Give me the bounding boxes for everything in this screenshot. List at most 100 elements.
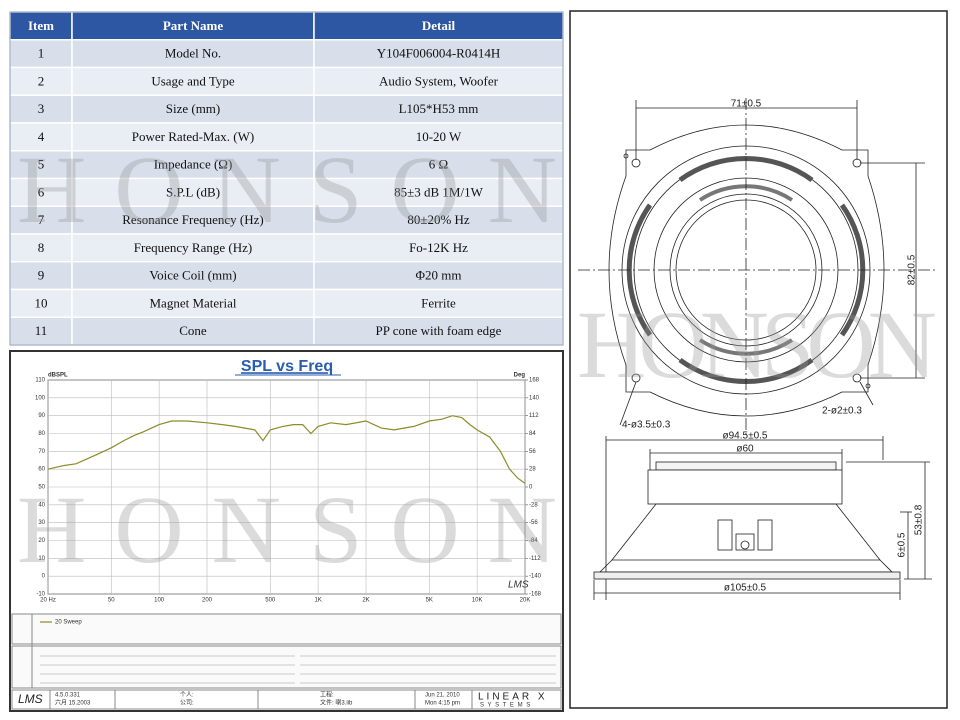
header-cell: [9, 11, 73, 41]
plot-logo: LMS: [508, 580, 529, 591]
footer-time: Mon 4:15 pm: [425, 701, 460, 707]
cell-text: Y104F006004-R0414H: [377, 46, 501, 61]
footer-strip: [11, 689, 562, 710]
y-tick-label: 100: [35, 395, 46, 401]
table-cell: [313, 233, 564, 263]
table-cell: [71, 150, 315, 180]
y-tick-label: 50: [38, 485, 45, 491]
cell-text: 3: [38, 101, 45, 116]
y2-tick-label: -56: [529, 520, 538, 526]
footer-logo: LMS: [18, 692, 43, 706]
header-cell: [313, 11, 564, 41]
cell-text: 10-20 W: [416, 129, 462, 144]
y-tick-label: 90: [38, 413, 45, 419]
cell-text: 11: [35, 323, 48, 338]
table-cell: [313, 150, 564, 180]
cell-text: 5: [38, 157, 45, 172]
cell-text: Power Rated-Max. (W): [132, 129, 254, 144]
footer-date: Jun 21, 2010: [425, 693, 460, 699]
table-cell: [313, 94, 564, 124]
y-tick-label: 70: [38, 449, 45, 455]
x-tick-label: 20K: [520, 598, 531, 604]
cell-text: Impedance (Ω): [154, 157, 233, 172]
footer-brand: LINEAR X: [478, 692, 548, 703]
y-tick-label: 30: [38, 520, 45, 526]
footer-version: 4.5.0.331: [55, 693, 81, 699]
y-tick-label: 40: [38, 502, 45, 508]
cell-text: Resonance Frequency (Hz): [122, 212, 264, 227]
table-cell: [313, 122, 564, 152]
cell-text: 9: [38, 268, 45, 283]
note-lines: [40, 655, 556, 684]
dim-flange-height: 6±0.5: [897, 532, 908, 557]
footer-file: 文件: 喇3.lib: [320, 699, 353, 707]
table-cell: [71, 177, 315, 207]
notes-panel: [11, 645, 562, 689]
dim-holes-large: 4-ø3.5±0.3: [622, 420, 671, 431]
cell-text: Size (mm): [166, 101, 221, 116]
cell-text: 7: [38, 212, 45, 227]
dim-outer-dia: ø105±0.5: [724, 583, 767, 594]
y2-tick-label: 28: [529, 467, 536, 473]
speaker-side-view: [593, 436, 932, 600]
cell-text: 80±20% Hz: [407, 212, 470, 227]
legend-panel: [11, 613, 562, 645]
dim-total-height: 53±0.8: [914, 504, 925, 535]
x-tick-label: 20 Hz: [40, 598, 56, 604]
y-tick-label: 10: [38, 556, 45, 562]
y-tick-label: 60: [38, 467, 45, 473]
y-tick-label: 110: [35, 378, 45, 384]
footer-company: 公司:: [180, 700, 194, 707]
cell-text: Audio System, Woofer: [379, 73, 499, 88]
x-tick-label: 100: [154, 598, 165, 604]
dim-height-spacing: 82±0.5: [907, 254, 918, 285]
cell-text: Magnet Material: [150, 295, 237, 310]
cell-text: PP cone with foam edge: [376, 323, 502, 338]
y-tick-label: 0: [42, 574, 46, 580]
table-cell: [71, 66, 315, 96]
x-tick-label: 500: [265, 598, 276, 604]
spl-curve: [47, 415, 526, 484]
y2-tick-label: 112: [529, 413, 539, 419]
cell-text: 10: [35, 295, 48, 310]
cell-text: 2: [38, 73, 45, 88]
y-tick-label: 80: [38, 431, 45, 437]
x-tick-label: 2K: [362, 598, 369, 604]
y2-tick-label: 0: [529, 485, 533, 491]
y2-tick-label: -28: [529, 502, 538, 508]
y2-tick-label: -140: [529, 574, 542, 580]
drawing-frame: [569, 10, 948, 709]
header-text: Part Name: [163, 18, 224, 33]
cell-text: 4: [38, 129, 45, 144]
plot: -10 0 10 20 30 40 50 60 70 80 90 100 110 -168 -140 -112…: [35, 378, 542, 604]
y-tick-label: -10: [36, 592, 45, 598]
cell-text: Fo-12K Hz: [409, 240, 468, 255]
x-tick-label: 200: [202, 598, 213, 604]
dim-holes-small: 2-ø2±0.3: [822, 406, 862, 417]
y2-tick-label: -168: [529, 592, 542, 598]
cell-text: 1: [38, 46, 45, 61]
table-cell: [9, 150, 73, 180]
footer-project: 工程:: [320, 691, 334, 699]
footer-dividers: [49, 690, 473, 709]
y-tick-label: 20: [38, 538, 45, 544]
cell-text: Model No.: [165, 46, 221, 61]
cell-text: 85±3 dB 1M/1W: [394, 184, 483, 199]
x-tick-label: 5K: [426, 598, 433, 604]
table-cell: [71, 233, 315, 263]
cell-text: Φ20 mm: [416, 268, 462, 283]
plot-panel: [12, 353, 561, 613]
watermark: HONSON: [577, 291, 937, 398]
dim-hole-spacing: 71±0.5: [731, 99, 762, 110]
speaker-top-view: [578, 98, 938, 435]
cell-text: 6: [38, 184, 45, 199]
cell-text: 8: [38, 240, 45, 255]
cell-text: S.P.L (dB): [166, 184, 220, 199]
x-tick-label: 50: [108, 598, 115, 604]
x-tick-label: 1K: [314, 598, 321, 604]
cell-text: L105*H53 mm: [399, 101, 479, 116]
header-text: Item: [28, 18, 54, 33]
table-border: [9, 11, 564, 346]
table-cell: [71, 205, 315, 235]
